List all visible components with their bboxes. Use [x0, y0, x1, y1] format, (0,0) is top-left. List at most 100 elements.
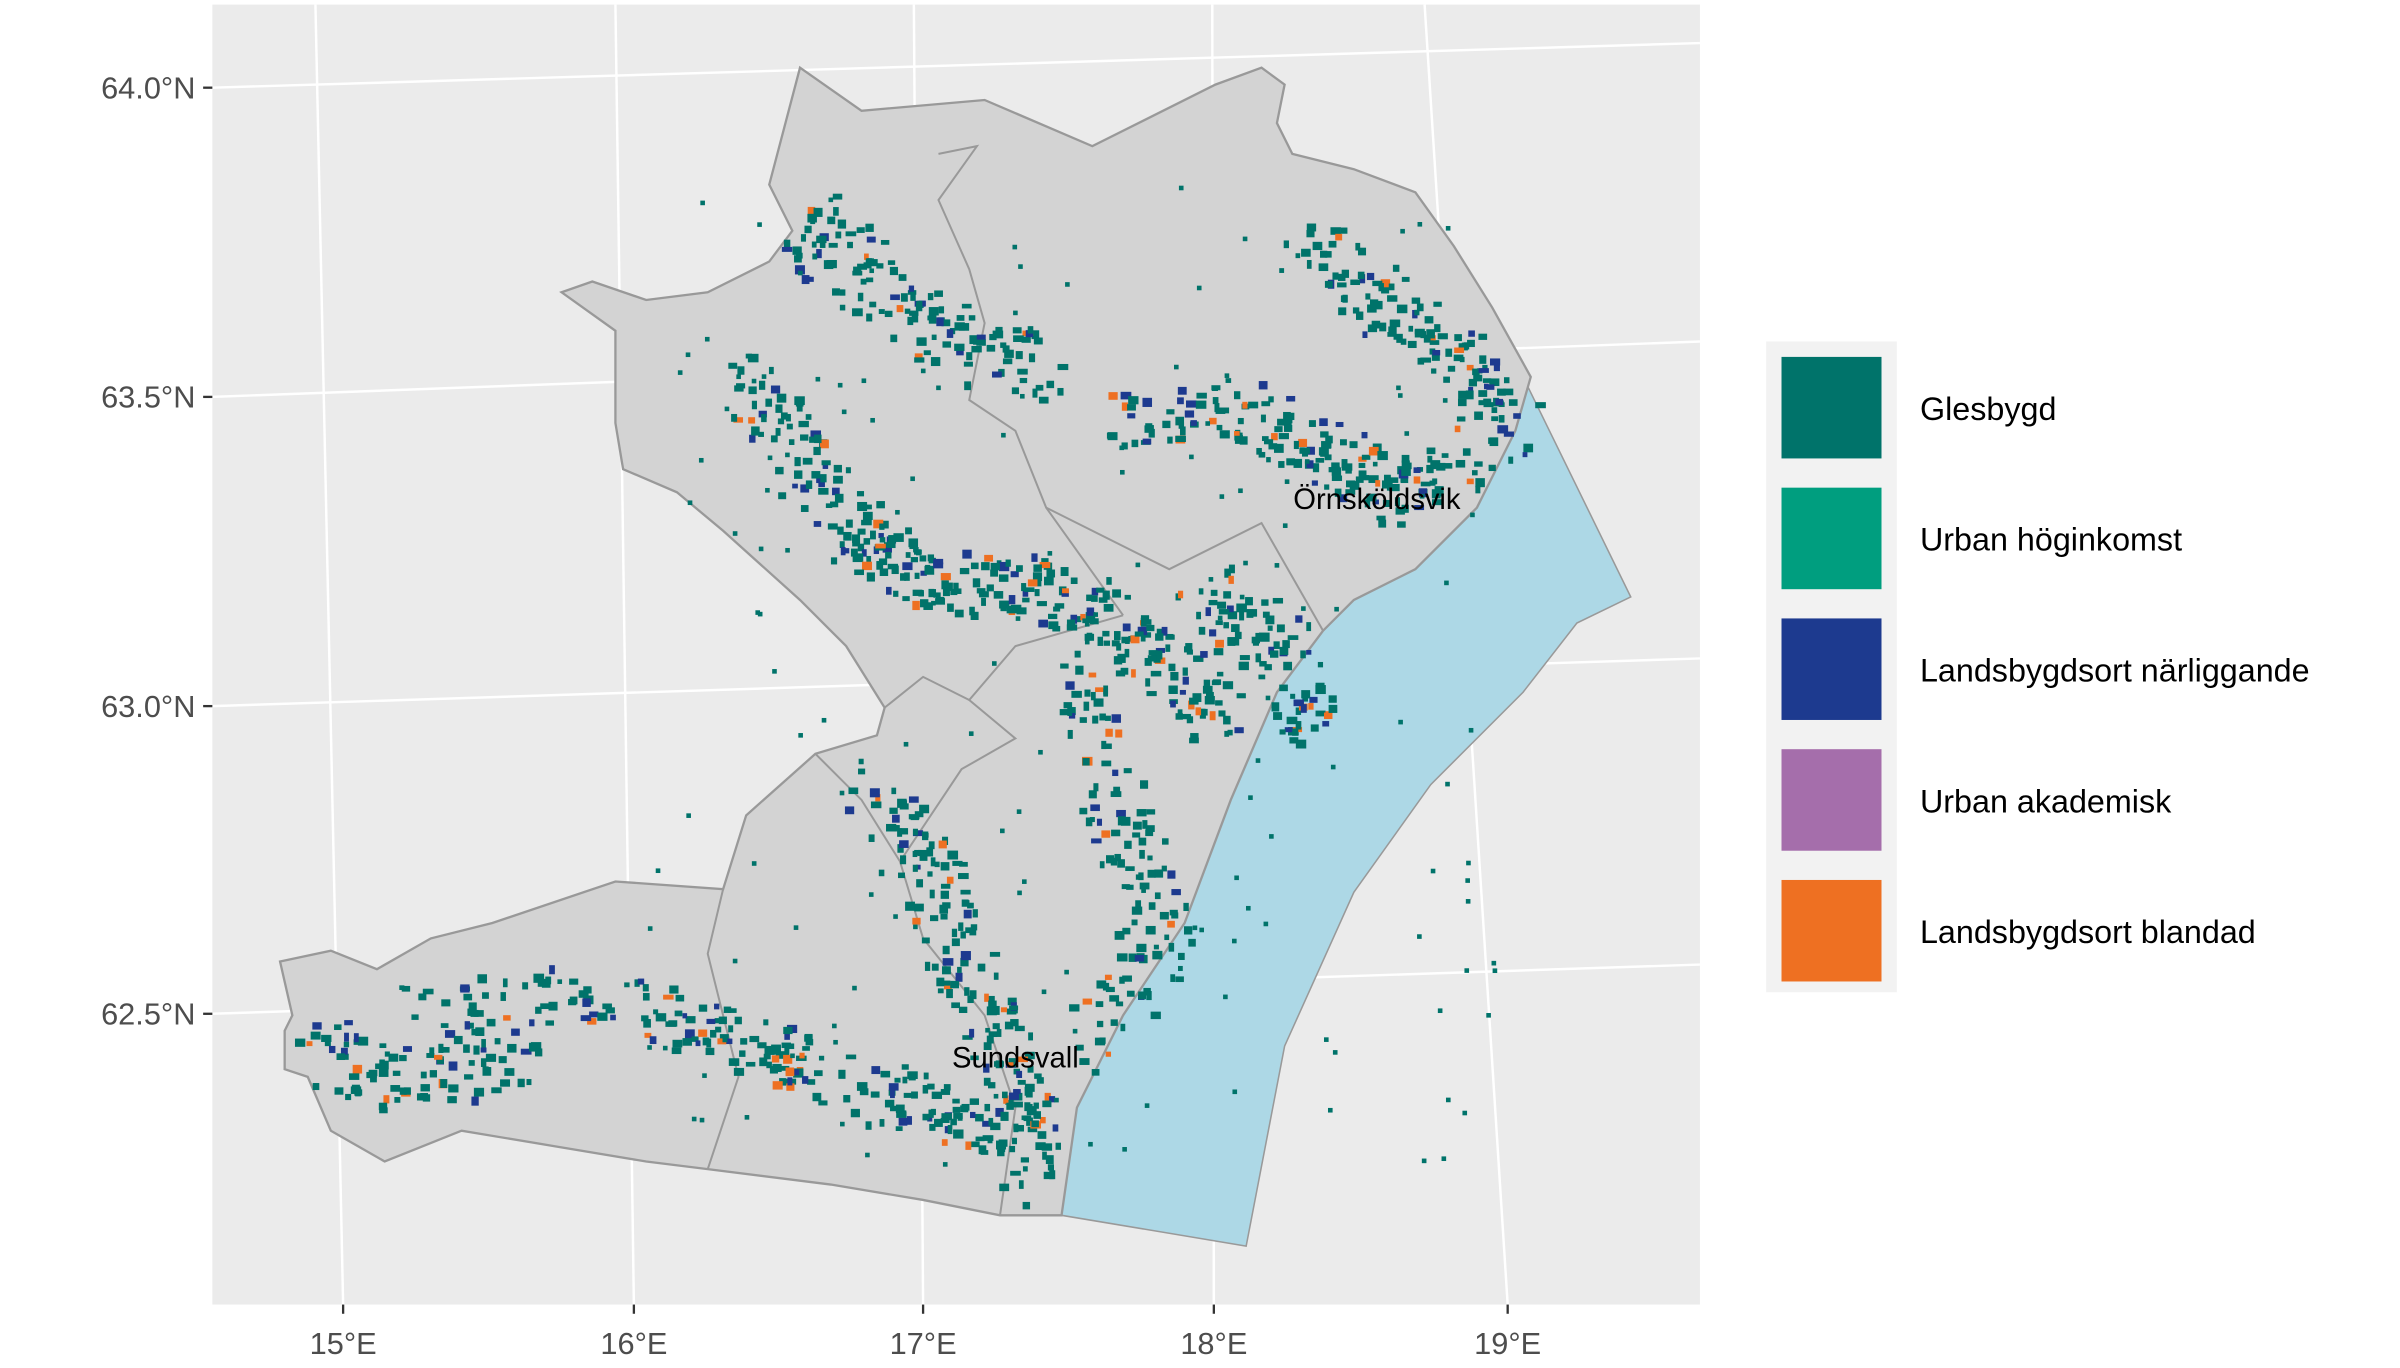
settlement: [1102, 630, 1110, 637]
settlement: [1186, 649, 1193, 655]
settlement: [898, 1117, 908, 1126]
settlement: [996, 1029, 1002, 1037]
settlement: [1380, 279, 1391, 288]
settlement: [379, 1107, 388, 1114]
settlement: [1012, 1101, 1023, 1108]
settlement: [984, 554, 994, 562]
settlement: [1115, 729, 1123, 738]
settlement: [903, 1092, 913, 1098]
settlement: [310, 1031, 321, 1040]
settlement: [850, 548, 858, 557]
settlement: [1012, 244, 1018, 250]
settlement: [1082, 998, 1093, 1005]
settlement: [1284, 727, 1293, 733]
settlement: [704, 336, 710, 342]
settlement: [839, 304, 846, 311]
settlement: [1215, 639, 1224, 648]
settlement: [870, 801, 882, 809]
settlement: [1426, 447, 1436, 455]
settlement: [777, 418, 785, 425]
settlement: [990, 562, 1000, 571]
settlement: [1468, 727, 1474, 733]
settlement: [463, 993, 473, 1001]
settlement: [1192, 693, 1202, 703]
settlement: [1141, 888, 1146, 893]
settlement: [1489, 378, 1500, 387]
settlement: [715, 1026, 722, 1033]
settlement: [935, 598, 946, 605]
settlement: [904, 572, 910, 581]
settlement: [864, 253, 869, 260]
settlement: [1034, 578, 1042, 587]
settlement: [1189, 454, 1194, 460]
settlement: [1204, 695, 1215, 705]
settlement: [1147, 655, 1157, 662]
settlement: [805, 414, 812, 420]
settlement: [1004, 349, 1014, 358]
settlement: [1493, 363, 1500, 372]
settlement: [879, 537, 886, 543]
settlement: [1249, 609, 1258, 617]
settlement: [647, 926, 653, 931]
settlement: [1224, 730, 1230, 737]
settlement: [910, 291, 916, 301]
settlement: [1017, 890, 1022, 896]
settlement: [757, 222, 762, 227]
legend-label: Urban höginkomst: [1920, 522, 2182, 558]
settlement: [915, 864, 921, 870]
settlement: [695, 1040, 701, 1047]
settlement: [1306, 622, 1312, 632]
settlement: [1416, 303, 1424, 312]
settlement: [1189, 697, 1199, 705]
settlement: [1032, 572, 1043, 582]
settlement: [913, 547, 919, 553]
settlement: [862, 561, 873, 571]
settlement: [1328, 695, 1337, 703]
settlement: [482, 1066, 489, 1075]
settlement: [857, 292, 864, 302]
settlement: [788, 439, 795, 445]
settlement: [1283, 424, 1293, 432]
settlement: [814, 434, 822, 444]
settlement: [888, 535, 896, 544]
settlement: [1224, 373, 1230, 378]
settlement: [1268, 396, 1274, 403]
y-tick-label: 62.5°N: [101, 997, 195, 1032]
settlement: [884, 1099, 895, 1108]
settlement: [1282, 640, 1290, 649]
settlement: [852, 985, 857, 991]
settlement: [1119, 976, 1125, 984]
settlement: [1112, 769, 1119, 777]
settlement: [900, 855, 907, 865]
settlement: [934, 1118, 943, 1127]
settlement: [1205, 607, 1212, 617]
settlement: [889, 266, 899, 276]
settlement: [1142, 397, 1153, 407]
settlement: [795, 397, 804, 407]
settlement: [418, 993, 427, 1001]
settlement: [962, 549, 972, 559]
settlement: [818, 480, 825, 488]
settlement: [1110, 1019, 1118, 1026]
settlement: [1036, 1077, 1044, 1084]
settlement: [1251, 636, 1261, 644]
settlement: [1013, 1123, 1019, 1133]
settlement: [977, 963, 986, 972]
settlement: [1239, 655, 1250, 661]
settlement: [1437, 333, 1448, 340]
settlement: [1233, 391, 1241, 400]
settlement: [312, 1083, 320, 1091]
settlement: [885, 551, 892, 559]
settlement: [1024, 587, 1035, 592]
settlement: [1013, 310, 1018, 316]
settlement: [1101, 743, 1112, 749]
settlement: [1279, 646, 1289, 655]
settlement: [926, 847, 934, 857]
settlement: [345, 1093, 352, 1101]
settlement: [1368, 446, 1379, 456]
settlement: [982, 1120, 992, 1127]
settlement: [422, 988, 434, 995]
settlement: [928, 841, 935, 850]
settlement: [879, 523, 885, 530]
settlement: [813, 207, 823, 217]
